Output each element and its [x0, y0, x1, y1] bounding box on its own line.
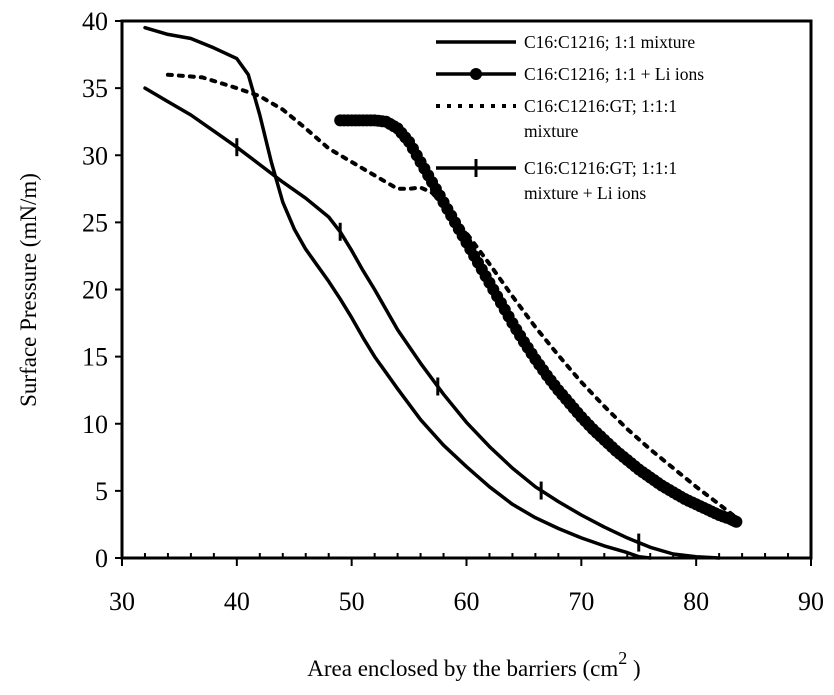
y-tick-label: 40	[82, 7, 108, 36]
series-1	[143, 25, 652, 560]
legend-label: C16:C1216; 1:1 mixture	[524, 32, 695, 52]
y-tick-label: 35	[82, 74, 108, 103]
x-tick-label: 90	[798, 587, 824, 616]
x-axis-title-suffix: )	[627, 656, 640, 681]
series-line	[143, 86, 721, 560]
legend-label: C16:C1216:GT; 1:1:1	[524, 96, 677, 116]
series-layer	[143, 25, 743, 560]
x-tick-label: 50	[339, 587, 365, 616]
legend-label: C16:C1216:GT; 1:1:1	[524, 158, 677, 178]
legend-swatch-marker	[470, 68, 482, 80]
x-tick-label: 80	[683, 587, 709, 616]
legend-label: mixture	[524, 121, 579, 141]
series-2	[334, 114, 743, 528]
series-line	[165, 72, 739, 520]
legend-entry-2: C16:C1216; 1:1 + Li ions	[436, 64, 704, 84]
y-tick-label: 10	[82, 410, 108, 439]
legend-entry-3: C16:C1216:GT; 1:1:1 mixture	[436, 96, 677, 141]
legend: C16:C1216; 1:1 mixture C16:C1216; 1:1 + L…	[436, 32, 704, 203]
x-axis-title-superscript: 2	[618, 648, 627, 668]
legend-entry-1: C16:C1216; 1:1 mixture	[436, 32, 695, 52]
y-tick-label: 30	[82, 141, 108, 170]
y-tick-label: 5	[95, 477, 108, 506]
series-3	[165, 72, 739, 520]
plot-area-frame	[120, 19, 813, 560]
y-tick-label: 15	[82, 343, 108, 372]
legend-label: mixture + Li ions	[524, 183, 646, 203]
y-axis-title: Surface Pressure (mN/m)	[16, 173, 41, 407]
y-tick-label: 0	[95, 544, 108, 573]
y-tick-label: 25	[82, 208, 108, 237]
series-line	[338, 118, 739, 524]
x-tick-label: 30	[109, 587, 135, 616]
x-tick-label: 40	[224, 587, 250, 616]
x-tick-label: 70	[568, 587, 594, 616]
x-axis-title-main: Area enclosed by the barriers (cm	[307, 656, 618, 681]
legend-label: C16:C1216; 1:1 + Li ions	[524, 64, 704, 84]
series-line	[143, 25, 652, 560]
axis-ticks: 30 40 50 60 70 80 90 0 5 10 15 20 25 30 35 40	[82, 7, 824, 616]
legend-entry-4: C16:C1216:GT; 1:1:1 mixture + Li ions	[436, 158, 677, 203]
x-tick-label: 60	[454, 587, 480, 616]
series-4	[143, 86, 721, 560]
y-tick-label: 20	[82, 276, 108, 305]
x-axis-title: Area enclosed by the barriers (cm2 )	[307, 648, 640, 681]
data-point	[730, 515, 743, 528]
